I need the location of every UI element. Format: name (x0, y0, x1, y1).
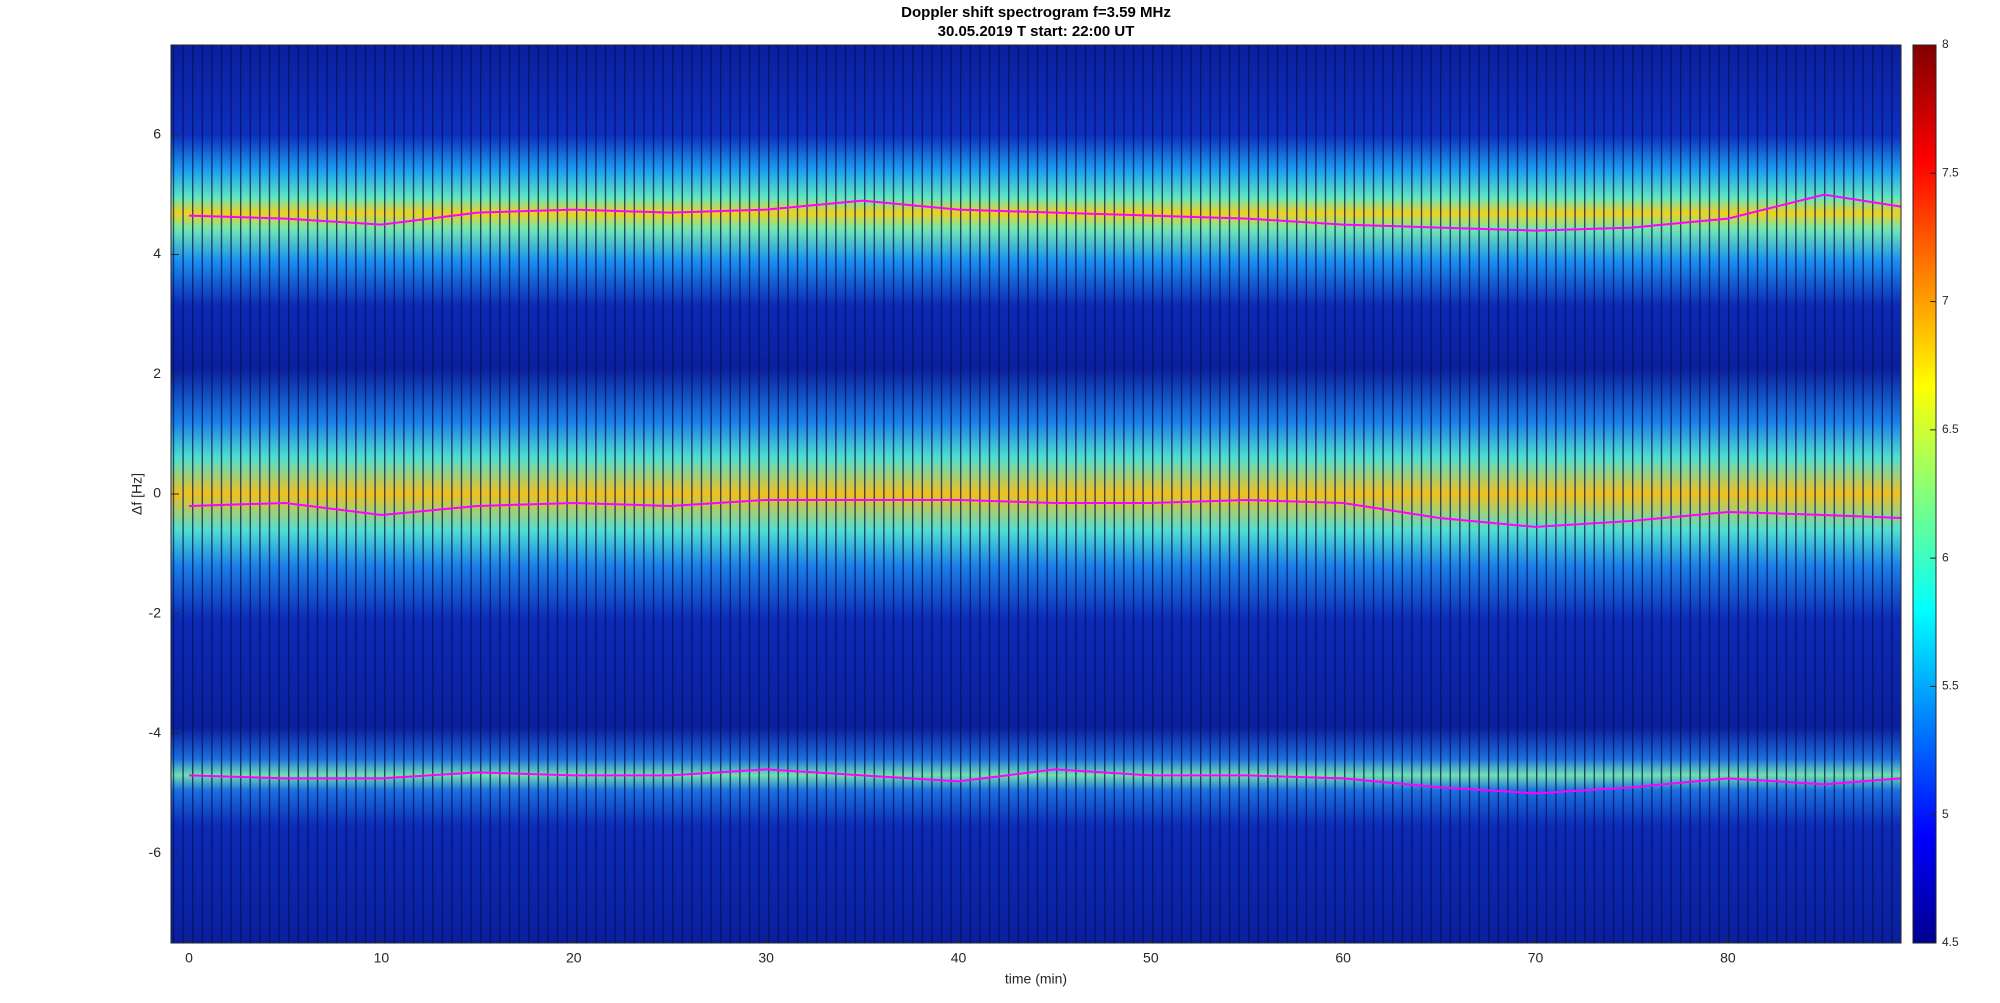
spectrogram-stripes (171, 45, 1901, 943)
x-tick-label: 10 (374, 950, 390, 966)
trace-line (189, 193, 1902, 232)
x-tick-label: 0 (185, 950, 193, 966)
x-axis-label: time (min) (1005, 971, 1067, 987)
colorbar-tick-label: 8 (1942, 37, 1949, 51)
colorbar (1912, 44, 1937, 944)
x-tick-label: 60 (1335, 950, 1351, 966)
colorbar-tick-label: 5.5 (1942, 679, 1959, 693)
y-tick-label: 6 (153, 126, 161, 142)
trace-line (189, 498, 1902, 528)
colorbar-tick-label: 6 (1942, 550, 1949, 564)
x-tick-label: 50 (1143, 950, 1159, 966)
y-tick-label: -2 (149, 604, 162, 620)
chart-subtitle: 30.05.2019 T start: 22:00 UT (938, 23, 1135, 40)
y-tick-label: 0 (153, 485, 161, 501)
y-axis-label: Δf [Hz] (129, 473, 145, 515)
colorbar-tick-label: 6.5 (1942, 422, 1959, 436)
x-tick-label: 30 (758, 950, 774, 966)
y-tick-label: 4 (153, 245, 161, 261)
plot-frame (170, 44, 1902, 944)
x-tick-label: 80 (1720, 950, 1736, 966)
y-tick-label: -4 (149, 724, 162, 740)
colorbar-tick-label: 5 (1942, 807, 1949, 821)
trace-line (189, 768, 1902, 795)
x-tick-label: 70 (1528, 950, 1544, 966)
colorbar-tick-label: 7 (1942, 294, 1949, 308)
colorbar-tick-label: 7.5 (1942, 165, 1959, 179)
y-tick-label: -6 (149, 844, 162, 860)
y-tick-label: 2 (153, 365, 161, 381)
x-tick-label: 20 (566, 950, 582, 966)
colorbar-tick-label: 4.5 (1942, 935, 1959, 949)
chart-title: Doppler shift spectrogram f=3.59 MHz (901, 4, 1171, 21)
x-tick-label: 40 (951, 950, 967, 966)
